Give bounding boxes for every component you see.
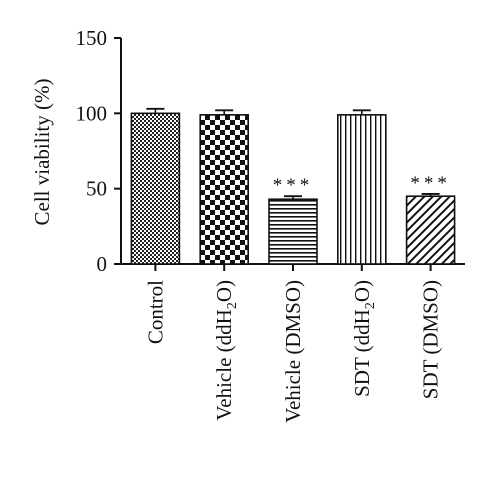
x-tick-label: SDT (ddH2O) <box>350 280 378 397</box>
significance-label: *** <box>410 173 451 194</box>
significance-label: *** <box>273 175 314 196</box>
bar <box>268 198 318 265</box>
bar <box>405 195 456 265</box>
y-tick-label: 150 <box>76 26 108 50</box>
y-tick-label: 100 <box>76 101 108 125</box>
y-axis-label: Cell viability (%) <box>30 79 54 226</box>
bars-group: *** *** <box>130 107 456 265</box>
bar <box>130 112 181 265</box>
x-tick-label: Vehicle (DMSO) <box>281 280 305 423</box>
bar <box>336 114 387 265</box>
x-tick-label: Vehicle (ddH2O) <box>212 280 240 421</box>
x-tick-label: Control <box>143 280 167 344</box>
y-tick-label: 50 <box>86 177 107 201</box>
x-tick-label: SDT (DMSO) <box>419 280 443 399</box>
bar <box>199 114 249 265</box>
category-labels: Control Vehicle (ddH2O) Vehicle (DMSO) SDT … <box>143 264 443 423</box>
y-tick-label: 0 <box>97 252 108 276</box>
